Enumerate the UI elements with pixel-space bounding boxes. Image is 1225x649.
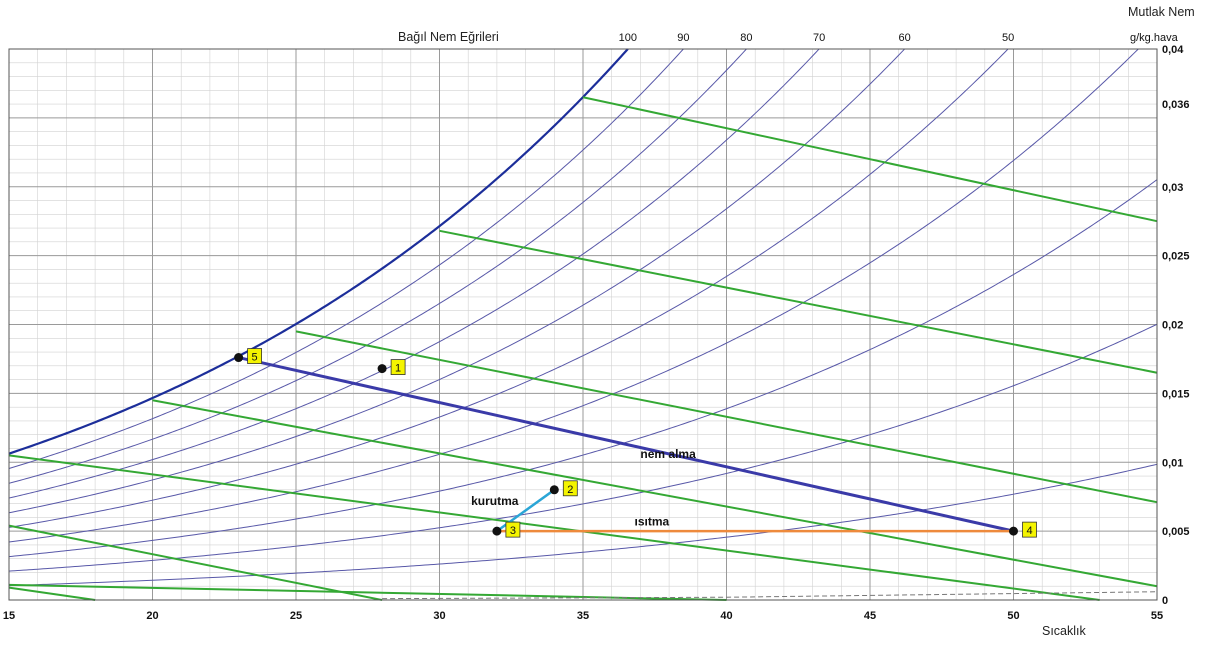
state-point-label-box [562, 480, 578, 497]
state-point-label: 2 [567, 484, 573, 496]
rh-tick-label: 70 [813, 32, 825, 44]
state-point-marker [549, 485, 559, 495]
x-tick-label: 25 [290, 610, 302, 622]
x-tick-label: 15 [3, 610, 15, 622]
y-tick-labels: 0 0,005 0,01 0,015 0,02 0,025 0,03 0,036 0,04 [1162, 44, 1190, 607]
x-tick-label: 30 [433, 610, 445, 622]
chart-title: Bağıl Nem Eğrileri [398, 30, 499, 44]
rh-tick-label: 100 [619, 32, 637, 44]
rh-curve [8, 48, 1009, 528]
enthalpy-line [8, 454, 1100, 601]
y-tick-label: 0,02 [1162, 320, 1183, 332]
rh-curve [8, 48, 905, 514]
y-tick-label: 0,04 [1162, 44, 1184, 56]
state-point-label: 3 [510, 525, 516, 537]
state-point-marker [234, 353, 244, 363]
state-point-label-box [1022, 521, 1037, 538]
x-tick-label: 20 [146, 610, 158, 622]
relative-humidity-curves [8, 48, 1158, 587]
y-axis-label-line1: Mutlak Nem [1128, 5, 1195, 19]
y-axis-label-line2: g/kg.hava [1130, 32, 1179, 44]
enthalpy-line [439, 229, 1158, 374]
process-labels: nem alma ısıtma kurutma [471, 447, 696, 528]
x-axis-label: Sıcaklık [1042, 624, 1087, 638]
rh-curve [8, 48, 747, 484]
y-tick-label: 0,036 [1162, 99, 1190, 111]
rh-curve [8, 323, 1158, 572]
enthalpy-line [582, 96, 1158, 223]
rh-curve [8, 48, 1139, 543]
rh-curve [8, 48, 684, 469]
enthalpy-lines [8, 96, 1158, 601]
rh-curve [8, 463, 1158, 587]
state-point-label-box [247, 348, 263, 364]
y-tick-label: 0 [1162, 595, 1168, 607]
process-label: ısıtma [635, 515, 670, 529]
state-points: 1 2 3 4 5 [234, 348, 1037, 538]
plot-frame [8, 48, 1158, 601]
x-tick-label: 45 [864, 610, 876, 622]
process-label: nem alma [640, 447, 696, 461]
state-point-label: 1 [395, 363, 401, 375]
x-tick-labels: 15 20 25 30 35 40 45 50 55 [3, 610, 1163, 622]
rh-tick-label: 90 [677, 32, 689, 44]
state-point-label-box [390, 359, 406, 375]
y-tick-label: 0,015 [1162, 388, 1190, 400]
y-tick-label: 0,005 [1162, 526, 1190, 538]
rh-tick-labels: 100 90 80 70 60 50 [619, 32, 1015, 44]
x-tick-label: 35 [577, 610, 589, 622]
state-point-label: 4 [1026, 525, 1032, 537]
rh-curve [8, 179, 1158, 558]
x-tick-label: 40 [720, 610, 732, 622]
process-line [238, 356, 1014, 533]
y-tick-label: 0,03 [1162, 182, 1183, 194]
x-tick-label: 50 [1007, 610, 1019, 622]
enthalpy-line [8, 524, 383, 601]
rh-tick-label: 60 [898, 32, 910, 44]
enthalpy-line [8, 586, 96, 601]
state-point-label: 5 [252, 352, 258, 364]
state-point-marker [1009, 526, 1018, 536]
enthalpy-line [295, 330, 1158, 504]
rh-tick-label: 80 [740, 32, 752, 44]
y-tick-label: 0,025 [1162, 251, 1190, 263]
rh-tick-label: 50 [1002, 32, 1014, 44]
rh-curve [8, 48, 629, 455]
state-point-marker [492, 526, 502, 536]
enthalpy-line [152, 399, 1158, 588]
x-tick-label: 55 [1151, 610, 1163, 622]
state-point-label-box [505, 521, 521, 538]
y-tick-label: 0,01 [1162, 457, 1183, 469]
dashed-reference-line [382, 591, 1158, 600]
state-point-marker [377, 364, 387, 374]
process-label: kurutma [471, 494, 519, 508]
